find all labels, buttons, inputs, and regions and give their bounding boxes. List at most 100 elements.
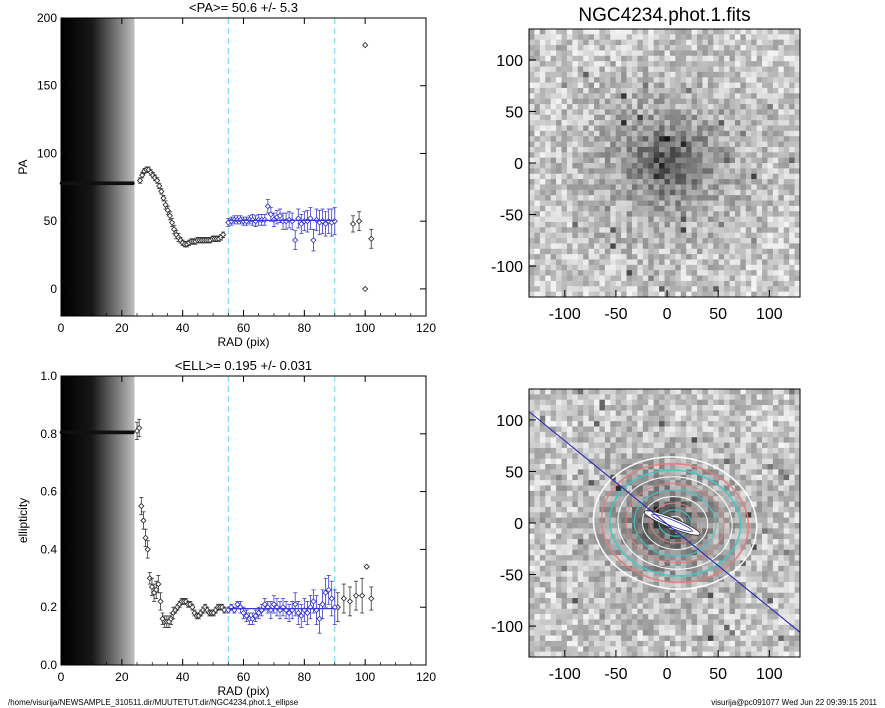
image-pixel xyxy=(697,184,703,191)
image-pixel xyxy=(724,469,730,476)
image-pixel xyxy=(751,238,757,244)
image-pixel xyxy=(572,405,579,411)
image-pixel xyxy=(653,389,660,395)
image-pixel xyxy=(583,469,589,476)
image-pixel xyxy=(556,93,562,99)
image-pixel xyxy=(707,146,714,153)
image-pixel xyxy=(594,55,600,62)
image-pixel xyxy=(664,421,671,427)
inner-band xyxy=(114,376,117,665)
image-pixel xyxy=(697,517,703,524)
image-pixel xyxy=(697,506,703,513)
image-pixel xyxy=(529,173,535,180)
image-pixel xyxy=(588,528,595,535)
image-pixel xyxy=(691,152,698,158)
image-pixel xyxy=(642,286,649,292)
image-pixel xyxy=(713,270,719,276)
image-pixel xyxy=(675,275,682,282)
image-pixel xyxy=(680,227,687,233)
image-pixel xyxy=(588,447,595,454)
image-pixel xyxy=(572,512,579,518)
image-pixel xyxy=(545,87,551,94)
image-pixel xyxy=(669,195,676,201)
image-pixel xyxy=(561,474,568,481)
image-pixel xyxy=(572,50,579,57)
image-pixel xyxy=(734,200,741,207)
image-pixel xyxy=(556,270,562,276)
image-pixel xyxy=(745,431,752,438)
image-pixel xyxy=(539,539,546,545)
image-pixel xyxy=(691,501,698,508)
image-pixel xyxy=(729,221,736,228)
image-pixel xyxy=(599,66,606,73)
image-pixel xyxy=(556,109,562,116)
image-pixel xyxy=(713,394,719,401)
image-pixel xyxy=(740,227,747,233)
image-pixel xyxy=(653,264,660,271)
image-pixel xyxy=(642,29,649,35)
image-pixel xyxy=(707,104,714,110)
image-pixel xyxy=(588,469,595,476)
image-pixel xyxy=(583,528,589,535)
image-pixel xyxy=(615,442,622,449)
image-pixel xyxy=(762,120,768,126)
image-pixel xyxy=(772,248,779,255)
image-pixel xyxy=(729,109,736,116)
image-pixel xyxy=(756,533,763,540)
image-pixel xyxy=(772,270,779,276)
image-pixel xyxy=(756,254,763,260)
image-pixel xyxy=(621,270,627,276)
image-pixel xyxy=(659,39,665,46)
image-pixel xyxy=(756,286,763,292)
image-pixel xyxy=(631,130,638,137)
image-pixel xyxy=(583,480,589,486)
image-pixel xyxy=(534,431,541,438)
image-pixel xyxy=(583,389,589,395)
image-pixel xyxy=(594,259,600,266)
image-pixel xyxy=(691,120,698,126)
image-pixel xyxy=(566,533,573,540)
image-pixel xyxy=(572,243,579,250)
image-pixel xyxy=(599,405,606,411)
image-pixel xyxy=(610,394,617,401)
image-pixel xyxy=(772,506,779,513)
image-pixel xyxy=(756,195,763,201)
image-pixel xyxy=(772,528,779,535)
image-pixel xyxy=(556,120,562,126)
image-pixel xyxy=(534,205,541,212)
inner-band xyxy=(83,376,86,665)
image-pixel xyxy=(718,189,725,196)
image-pixel xyxy=(594,544,600,551)
image-pixel xyxy=(762,389,768,395)
image-pixel xyxy=(691,163,698,169)
image-pixel xyxy=(724,280,730,287)
image-pixel xyxy=(648,221,654,228)
image-pixel xyxy=(545,399,551,406)
image-pixel xyxy=(572,82,579,89)
image-pixel xyxy=(604,490,611,497)
image-pixel xyxy=(539,205,546,212)
image-pixel xyxy=(675,394,682,401)
image-pixel xyxy=(783,50,790,57)
image-pixel xyxy=(621,426,627,433)
image-pixel xyxy=(669,130,676,137)
image-pixel xyxy=(762,254,768,260)
image-pixel xyxy=(572,152,579,158)
image-pixel xyxy=(539,87,546,94)
image-pixel xyxy=(659,184,665,191)
image-pixel xyxy=(686,485,692,492)
image-pixel xyxy=(789,264,795,271)
image-pixel xyxy=(675,163,682,169)
image-pixel xyxy=(588,71,595,78)
image-pixel xyxy=(707,130,714,137)
image-pixel xyxy=(778,496,785,502)
image-pixel xyxy=(734,523,741,529)
image-pixel xyxy=(734,136,741,142)
image-pixel xyxy=(691,447,698,454)
image-pixel xyxy=(545,270,551,276)
image-pixel xyxy=(718,168,725,175)
image-pixel xyxy=(669,485,676,492)
image-pixel xyxy=(631,93,638,99)
image-pixel xyxy=(718,243,725,250)
image-pixel xyxy=(740,232,747,239)
